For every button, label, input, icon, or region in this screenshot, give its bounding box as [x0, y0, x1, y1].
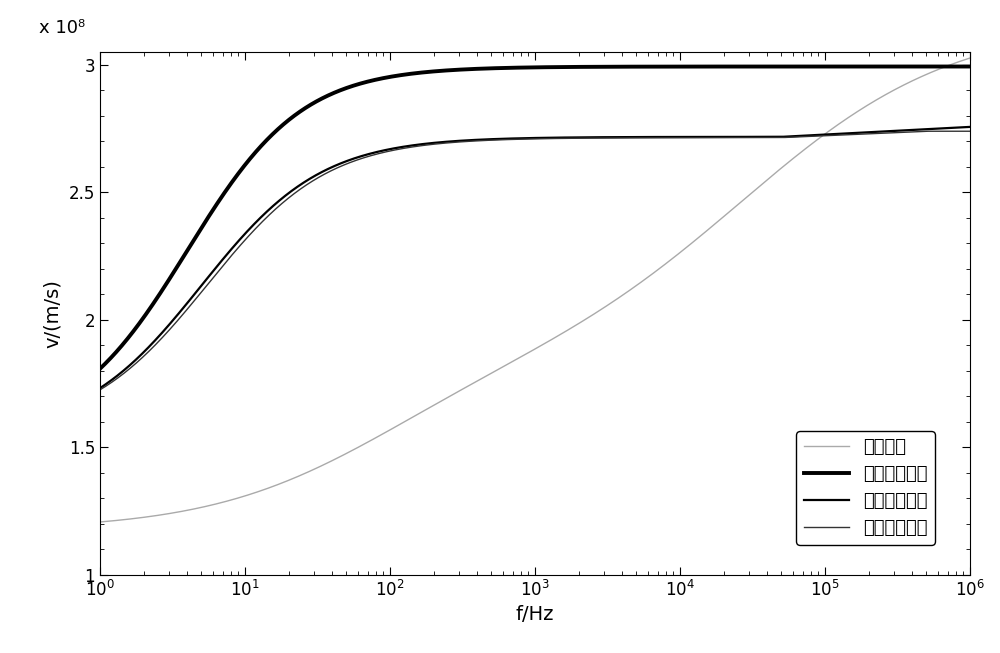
Line: 地模波速: 地模波速 [100, 58, 970, 522]
第三线模波速 [465, 137, 477, 145]
第三线模波速 [193, 291, 205, 298]
Line: 第二线模波速: 第二线模波速 [100, 127, 970, 388]
第三线模波速 [947, 127, 959, 135]
第一线模波速 [193, 227, 205, 235]
Y-axis label: v/(m/s): v/(m/s) [43, 279, 62, 348]
地模波速 [947, 60, 959, 68]
第一线模波速 [947, 63, 959, 71]
第一线模波速 [853, 63, 865, 71]
第三线模波速 [245, 230, 257, 238]
第二线模波速 [245, 223, 257, 231]
Legend: 地模波速, 第一线模波速, 第二线模波速, 第三线模波速: 地模波速, 第一线模波速, 第二线模波速, 第三线模波速 [796, 431, 935, 545]
第一线模波速 [465, 65, 477, 73]
第二线模波速 [193, 285, 205, 293]
第一线模波速 [428, 67, 440, 75]
第三线模波速 [853, 131, 865, 138]
Line: 第三线模波速: 第三线模波速 [100, 131, 970, 390]
第二线模波速 [947, 124, 959, 132]
X-axis label: f/Hz: f/Hz [516, 605, 554, 624]
地模波速 [428, 402, 440, 409]
第三线模波速 [964, 127, 976, 135]
第二线模波速 [428, 139, 440, 147]
Line: 第一线模波速: 第一线模波速 [100, 67, 970, 369]
第一线模波速 [94, 365, 106, 373]
第三线模波速 [428, 140, 440, 148]
地模波速 [94, 518, 106, 526]
第一线模波速 [964, 63, 976, 71]
地模波速 [853, 106, 865, 114]
地模波速 [964, 54, 976, 62]
第二线模波速 [853, 129, 865, 136]
Text: x 10⁸: x 10⁸ [39, 18, 85, 37]
第二线模波速 [465, 136, 477, 144]
地模波速 [245, 490, 257, 498]
第二线模波速 [964, 123, 976, 131]
第三线模波速 [920, 127, 932, 135]
地模波速 [193, 504, 205, 512]
第一线模波速 [245, 154, 257, 162]
地模波速 [465, 380, 477, 388]
第二线模波速 [94, 384, 106, 392]
第三线模波速 [94, 386, 106, 394]
